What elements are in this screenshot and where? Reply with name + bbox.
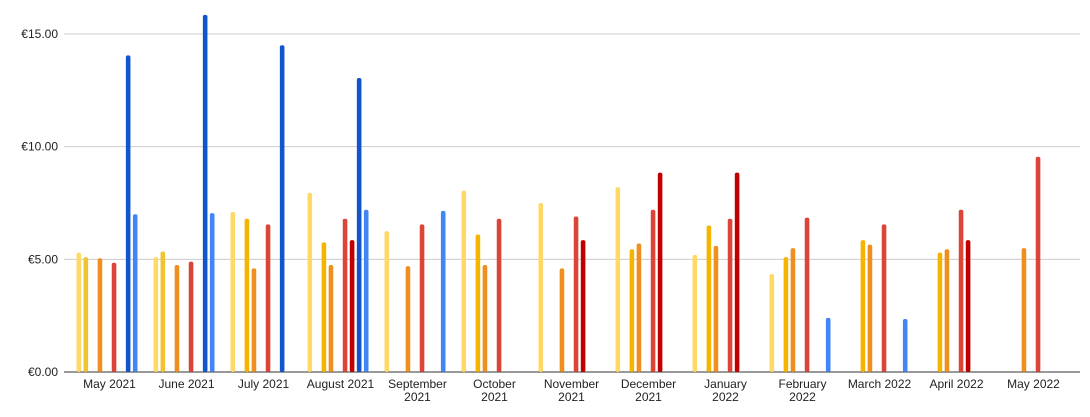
bar: [496, 218, 502, 372]
bar: [349, 240, 355, 372]
bar: [384, 231, 390, 372]
bar: [965, 240, 971, 372]
bar: [475, 234, 481, 372]
x-tick-label: August 2021: [307, 377, 375, 391]
bar: [356, 77, 362, 372]
bar: [265, 224, 271, 372]
bar: [825, 317, 831, 372]
bar: [230, 212, 236, 372]
bar: [692, 254, 698, 372]
bar: [482, 264, 488, 372]
axis-layer: €0.00 €5.00 €10.00 €15.00 May 2021 June 2021 J…: [21, 27, 1060, 404]
bar: [727, 218, 733, 372]
bar: [111, 262, 117, 372]
bar: [363, 209, 369, 372]
x-tick-label: May 2021: [83, 377, 136, 391]
bar: [944, 249, 950, 372]
bar: [713, 245, 719, 372]
x-tick-label: January 2022: [704, 377, 747, 404]
bar: [209, 213, 215, 372]
bar: [580, 240, 586, 372]
x-tick-label: September 2021: [388, 377, 447, 404]
y-tick-label: €0.00: [28, 365, 58, 379]
bar: [279, 45, 285, 373]
x-tick-label: April 2022: [929, 377, 983, 391]
bar: [769, 273, 775, 372]
bar: [937, 252, 943, 372]
grid-layer: [64, 33, 1080, 373]
bar: [650, 209, 656, 372]
bar: [706, 225, 712, 372]
x-tick-label: December 2021: [621, 377, 676, 404]
bar: [440, 210, 446, 372]
bar: [1021, 248, 1027, 372]
bar: [321, 242, 327, 372]
x-tick-label: July 2021: [238, 377, 290, 391]
x-tick-label: June 2021: [158, 377, 214, 391]
bar: [790, 248, 796, 372]
bar: [573, 216, 579, 372]
bar: [405, 266, 411, 372]
bar: [538, 203, 544, 372]
bar: [860, 240, 866, 372]
bar: [902, 319, 908, 372]
bar: [881, 224, 887, 372]
y-tick-label: €10.00: [21, 140, 58, 154]
bar: [559, 268, 565, 372]
bar: [804, 217, 810, 372]
bar: [125, 55, 131, 372]
x-tick-label: March 2022: [848, 377, 912, 391]
y-tick-label: €15.00: [21, 27, 58, 41]
bar: [160, 251, 166, 372]
bar-layer: [76, 14, 1041, 373]
bar: [1035, 156, 1041, 372]
bar: [97, 258, 103, 372]
bar: [76, 252, 82, 372]
bar: [342, 218, 348, 372]
x-tick-label: February 2022: [778, 377, 826, 404]
bar: [132, 214, 138, 372]
bar: [734, 172, 740, 372]
bar: [657, 172, 663, 372]
bar: [328, 264, 334, 372]
x-tick-label: November 2021: [544, 377, 599, 404]
bar: [153, 257, 159, 372]
bar: [636, 243, 642, 372]
x-tick-label: October 2021: [473, 377, 516, 404]
bar: [188, 261, 194, 372]
bar: [615, 187, 621, 372]
bar: [174, 264, 180, 372]
bar: [461, 190, 467, 372]
bar: [244, 218, 250, 372]
bar: [202, 14, 208, 372]
bar: [419, 224, 425, 372]
bar: [958, 209, 964, 372]
x-tick-label: May 2022: [1007, 377, 1060, 391]
bar: [783, 257, 789, 372]
bar: [867, 244, 873, 372]
y-tick-label: €5.00: [28, 252, 58, 266]
bar: [251, 268, 257, 372]
bar: [83, 257, 89, 372]
bar: [307, 192, 313, 372]
bar: [629, 249, 635, 372]
